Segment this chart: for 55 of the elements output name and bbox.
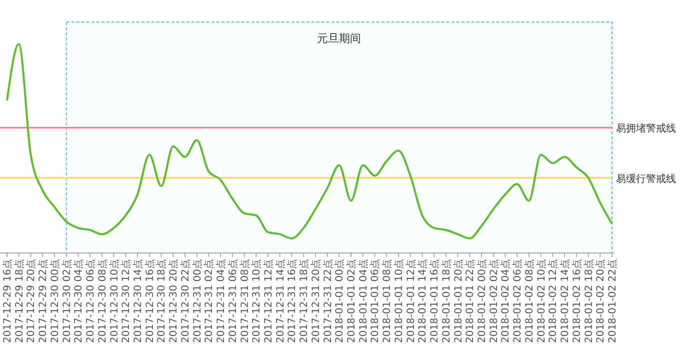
x-tick-label: 2018-01-01 20点 <box>452 259 464 344</box>
x-tick-label: 2017-12-31 02点 <box>203 259 216 344</box>
x-tick-label: 2017-12-30 02点 <box>60 259 73 344</box>
x-tick-label: 2017-12-31 08点 <box>238 259 251 344</box>
x-tick-label: 2017-12-30 06点 <box>84 259 97 344</box>
x-tick-label: 2017-12-30 10点 <box>108 259 120 344</box>
x-tick-label: 2017-12-31 16点 <box>286 259 298 344</box>
x-tick-label: 2017-12-30 14点 <box>132 259 144 344</box>
x-tick-label: 2018-01-02 16点 <box>570 259 583 344</box>
x-tick-label: 2017-12-30 12点 <box>120 259 132 344</box>
x-tick-label: 2017-12-31 22点 <box>322 259 334 344</box>
x-tick-label: 2017-12-30 22点 <box>179 259 192 344</box>
x-tick-label: 2017-12-31 00点 <box>191 259 204 344</box>
x-tick-label: 2017-12-31 04点 <box>215 259 228 344</box>
x-tick-label: 2018-01-01 08点 <box>381 259 394 344</box>
x-tick-label: 2018-01-01 14点 <box>416 259 429 344</box>
x-tick-label: 2018-01-01 22点 <box>464 259 476 344</box>
x-tick-label: 2017-12-31 12点 <box>262 259 274 344</box>
x-tick-label: 2018-01-02 08点 <box>523 259 536 344</box>
x-tick-label: 2017-12-29 22点 <box>37 259 50 344</box>
x-tick-label: 2017-12-29 18点 <box>13 259 26 344</box>
x-tick-label: 2017-12-30 08点 <box>96 259 108 344</box>
x-tick-label: 2017-12-29 20点 <box>25 259 38 344</box>
x-tick-label: 2018-01-01 12点 <box>404 259 417 344</box>
x-tick-label: 2017-12-31 14点 <box>274 259 286 344</box>
x-tick-label: 2018-01-02 06点 <box>512 259 524 344</box>
x-tick-label: 2017-12-31 18点 <box>298 259 310 344</box>
x-tick-label: 2017-12-31 10点 <box>250 259 263 344</box>
x-tick-label: 2018-01-01 16点 <box>428 259 441 344</box>
x-tick-label: 2018-01-02 00点 <box>476 259 488 344</box>
x-tick-label: 2017-12-30 16点 <box>144 259 156 344</box>
x-tick-label: 2018-01-01 18点 <box>440 259 452 344</box>
x-tick-label: 2017-12-30 20点 <box>168 259 180 344</box>
x-tick-label: 2018-01-01 00点 <box>334 259 346 344</box>
x-tick-label: 2017-12-30 18点 <box>156 259 168 344</box>
x-tick-label: 2017-12-29 16点 <box>2 259 14 344</box>
x-tick-label: 2018-01-02 18点 <box>582 259 595 344</box>
x-tick-label: 2018-01-01 10点 <box>392 259 405 344</box>
x-tick-label: 2018-01-02 14点 <box>559 259 572 344</box>
x-tick-label: 2018-01-02 12点 <box>547 259 560 344</box>
x-tick-label: 2018-01-02 22点 <box>606 259 618 344</box>
x-tick-label: 2018-01-01 04点 <box>357 259 370 344</box>
x-tick-label: 2018-01-02 20点 <box>594 259 607 344</box>
ref-line-label: 易缓行警戒线 <box>616 172 676 185</box>
x-tick-label: 2018-01-02 02点 <box>488 259 500 344</box>
x-tick-label: 2017-12-31 20点 <box>310 259 322 344</box>
band-label: 元旦期间 <box>317 32 362 45</box>
x-tick-label: 2018-01-02 04点 <box>500 259 512 344</box>
x-tick-label: 2018-01-02 10点 <box>535 259 548 344</box>
x-tick-label: 2017-12-30 04点 <box>72 259 85 344</box>
x-tick-label: 2017-12-30 00点 <box>48 259 61 344</box>
x-tick-label: 2018-01-01 02点 <box>346 259 358 344</box>
ref-line-label: 易拥堵警戒线 <box>616 122 676 135</box>
x-tick-label: 2018-01-01 06点 <box>369 259 382 344</box>
x-tick-label: 2017-12-31 06点 <box>226 259 239 344</box>
